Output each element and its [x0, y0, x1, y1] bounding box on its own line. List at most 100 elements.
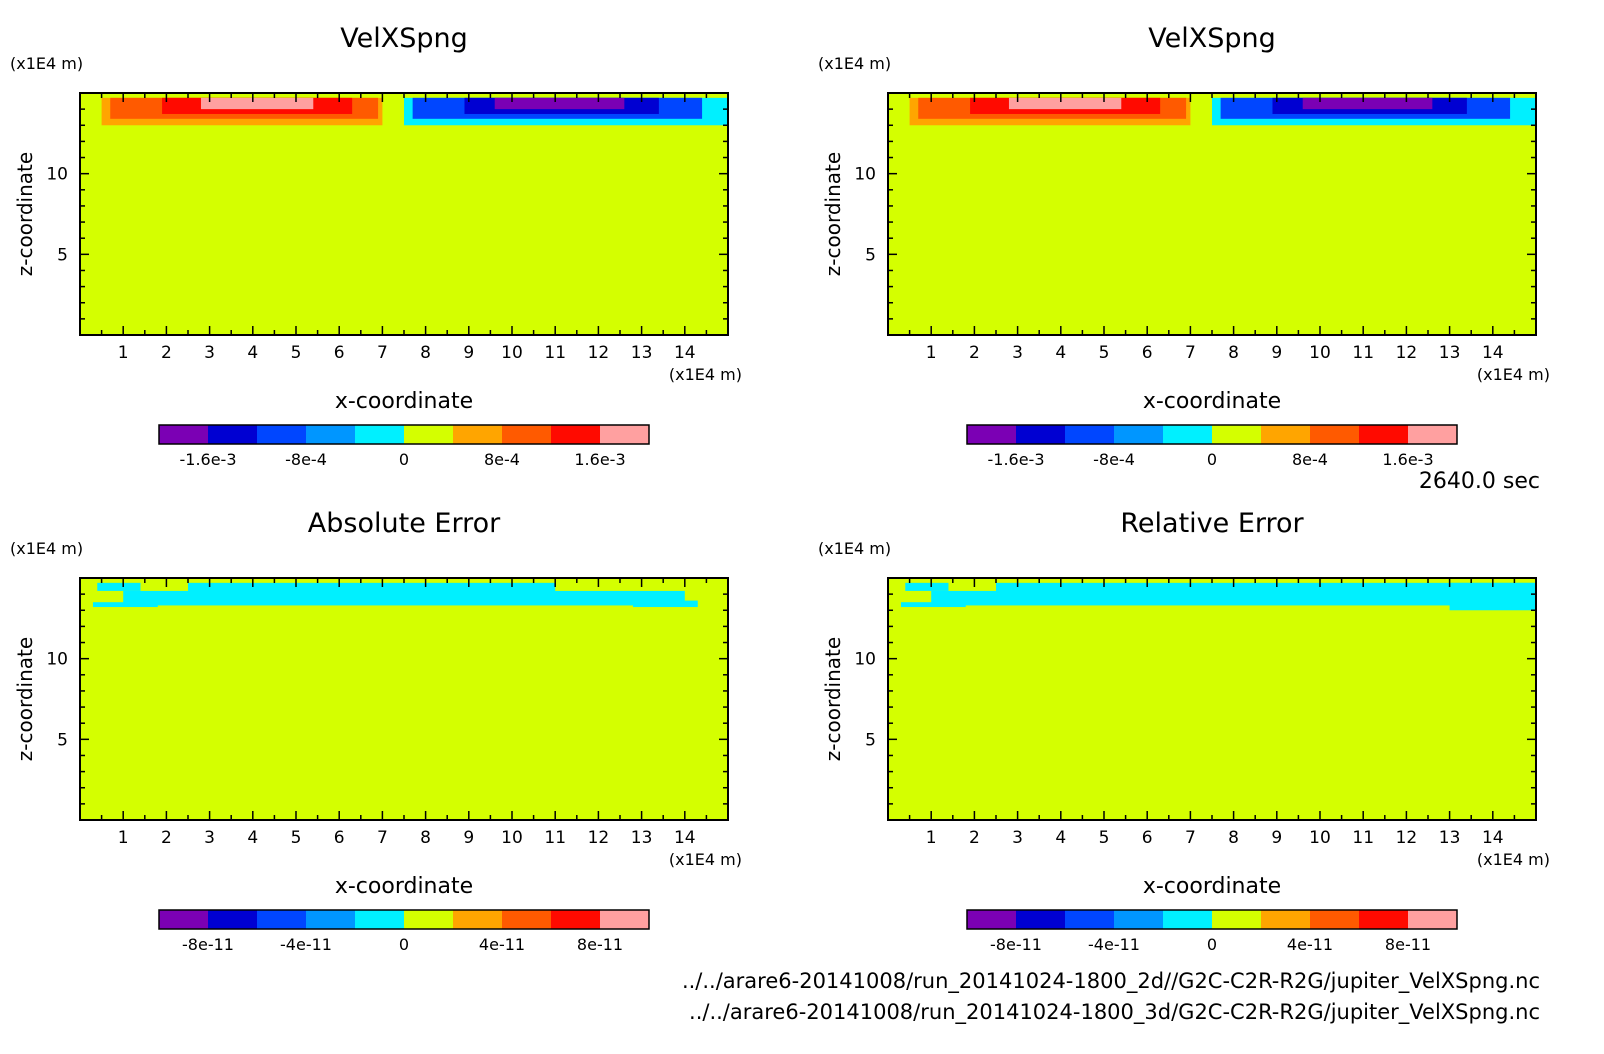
x-tick-label: 5 [1099, 343, 1110, 363]
colorbar-swatch [453, 910, 503, 929]
colorbar-label: 8e-11 [577, 935, 623, 954]
x-tick-label: 13 [631, 343, 653, 363]
colorbar-swatch [551, 910, 601, 929]
y-tick-label: 5 [57, 730, 68, 750]
contour-region [1008, 97, 1122, 110]
colorbar-frame [966, 909, 1458, 930]
x-tick-label: 8 [1228, 828, 1239, 848]
x-tick-label: 7 [1185, 828, 1196, 848]
x-unit-label: (x1E4 m) [1477, 365, 1550, 384]
y-tick-label: 5 [57, 245, 68, 265]
colorbar-label: 4e-11 [479, 935, 525, 954]
colorbar-swatch [967, 425, 1017, 444]
x-tick-label: 6 [1142, 828, 1153, 848]
colorbar-swatch [1359, 425, 1409, 444]
colorbar-swatch [502, 910, 552, 929]
x-tick-label: 10 [501, 828, 523, 848]
colorbar-swatch [967, 910, 1017, 929]
colorbar-swatch [404, 910, 454, 929]
contour-region [200, 97, 314, 110]
x-unit-label: (x1E4 m) [1477, 850, 1550, 869]
plot-area [80, 93, 728, 335]
colorbar-swatch [208, 910, 258, 929]
x-tick-label: 9 [1271, 343, 1282, 363]
x-tick-label: 8 [420, 828, 431, 848]
x-unit-label: (x1E4 m) [669, 850, 742, 869]
y-unit-label: (x1E4 m) [10, 54, 83, 73]
x-tick-label: 14 [1482, 343, 1504, 363]
colorbar-swatch [502, 425, 552, 444]
colorbar-label: -8e-4 [285, 450, 327, 469]
colorbar-label: -8e-11 [990, 935, 1042, 954]
colorbar-swatch [1163, 910, 1213, 929]
x-tick-label: 3 [1012, 828, 1023, 848]
x-tick-label: 4 [247, 828, 258, 848]
x-tick-label: 12 [1396, 343, 1418, 363]
y-axis-label: z-coordinate [13, 152, 37, 276]
colorbar-frame [158, 909, 650, 930]
y-tick-label: 5 [865, 730, 876, 750]
colorbar-label: 1.6e-3 [1382, 450, 1433, 469]
x-tick-label: 9 [463, 828, 474, 848]
chart-title: Absolute Error [308, 508, 501, 539]
file-path-1: ../../arare6-20141008/run_20141024-1800_… [682, 969, 1540, 994]
colorbar-swatch [1163, 425, 1213, 444]
x-tick-label: 9 [1271, 828, 1282, 848]
colorbar-swatch [1408, 910, 1458, 929]
contour-region [905, 582, 949, 591]
colorbar-swatch [600, 425, 650, 444]
x-tick-label: 12 [588, 828, 610, 848]
x-axis-label: x-coordinate [335, 874, 473, 899]
chart-title: VelXSpng [1148, 23, 1276, 54]
y-tick-label: 10 [46, 165, 68, 185]
x-tick-label: 13 [1439, 343, 1461, 363]
x-tick-label: 2 [969, 343, 980, 363]
colorbar-swatch [1016, 910, 1066, 929]
colorbar-label: -1.6e-3 [987, 450, 1044, 469]
colorbar-swatch [1212, 910, 1262, 929]
colorbar-swatch [257, 425, 307, 444]
colorbar-frame [158, 424, 650, 445]
chart-title: Relative Error [1120, 508, 1304, 539]
contour-region [996, 582, 1536, 598]
colorbar-swatch [1065, 425, 1115, 444]
plot-area [80, 578, 728, 820]
colorbar-swatch [306, 425, 356, 444]
x-tick-label: 11 [1352, 343, 1374, 363]
x-tick-label: 3 [204, 343, 215, 363]
colorbar-label: 0 [1207, 450, 1217, 469]
colorbar-swatch [1114, 910, 1164, 929]
colorbar-swatch [453, 425, 503, 444]
colorbar-label: -4e-11 [1088, 935, 1140, 954]
x-tick-label: 14 [674, 343, 696, 363]
x-tick-label: 6 [334, 828, 345, 848]
y-axis-label: z-coordinate [821, 637, 845, 761]
colorbar-frame [966, 424, 1458, 445]
contour-region [1449, 582, 1536, 611]
colorbar-swatch [551, 425, 601, 444]
colorbar-label: 0 [1207, 935, 1217, 954]
x-axis-label: x-coordinate [1143, 874, 1281, 899]
colorbar-swatch [1261, 910, 1311, 929]
x-tick-label: 8 [1228, 343, 1239, 363]
contour-region [92, 602, 158, 608]
x-tick-label: 13 [1439, 828, 1461, 848]
x-tick-label: 4 [1055, 828, 1066, 848]
x-tick-label: 8 [420, 343, 431, 363]
contour-region [494, 97, 625, 110]
file-path-2: ../../arare6-20141008/run_20141024-1800_… [689, 1000, 1540, 1025]
x-tick-label: 4 [1055, 343, 1066, 363]
x-tick-label: 7 [1185, 343, 1196, 363]
x-tick-label: 12 [1396, 828, 1418, 848]
chart-panel: VelXSpng(x1E4 m)1 2 3 4 5 6 7 8 9 10 11 12 13 14510(x… [10, 23, 742, 469]
x-tick-label: 10 [501, 343, 523, 363]
colorbar-swatch [1310, 910, 1360, 929]
colorbar-swatch [159, 910, 209, 929]
colorbar-swatch [1114, 425, 1164, 444]
y-unit-label: (x1E4 m) [818, 539, 891, 558]
colorbar-label: -4e-11 [280, 935, 332, 954]
x-tick-label: 7 [377, 828, 388, 848]
x-tick-label: 3 [204, 828, 215, 848]
x-tick-label: 7 [377, 343, 388, 363]
